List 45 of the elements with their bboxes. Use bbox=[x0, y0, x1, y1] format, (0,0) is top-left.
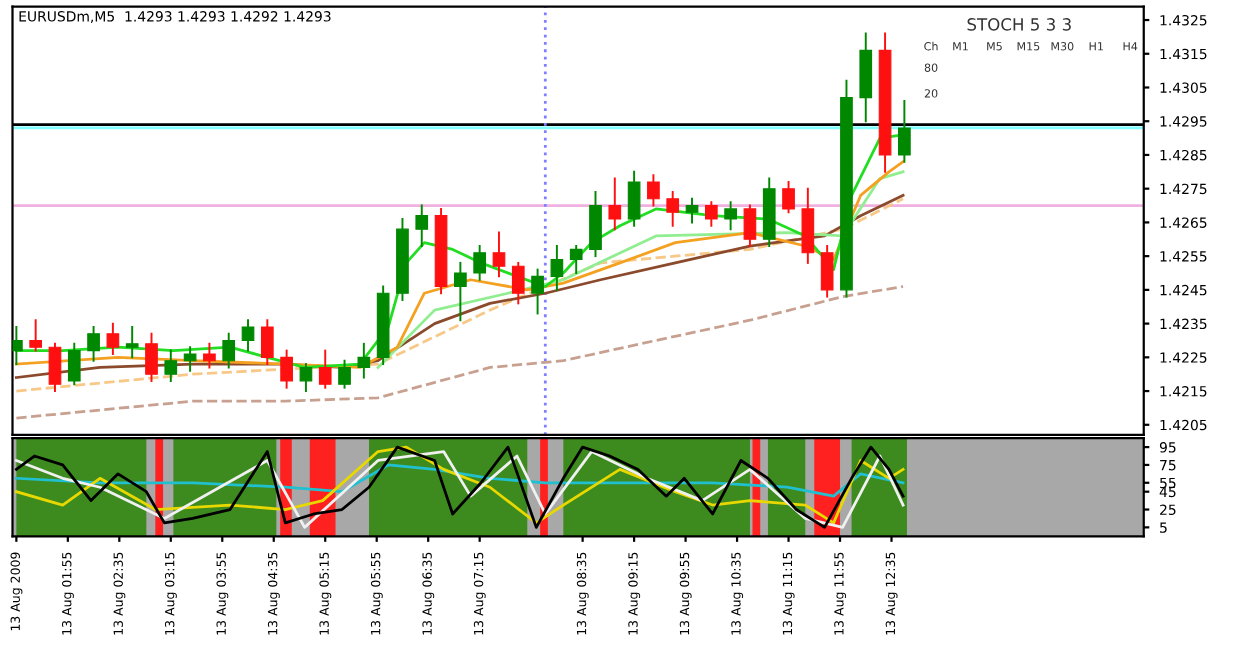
candlestick bbox=[473, 245, 487, 281]
candlestick bbox=[724, 201, 737, 231]
candlestick bbox=[627, 170, 641, 227]
candlestick bbox=[106, 322, 120, 355]
candlestick bbox=[608, 177, 622, 231]
candlestick bbox=[338, 359, 351, 389]
candlestick bbox=[260, 319, 274, 366]
candlestick bbox=[125, 326, 139, 359]
candlestick bbox=[415, 204, 429, 247]
line-series bbox=[14, 463, 905, 498]
candlestick bbox=[454, 261, 467, 322]
candlestick bbox=[666, 191, 680, 227]
candlestick bbox=[704, 201, 718, 227]
candlestick bbox=[685, 197, 699, 224]
candlestick bbox=[743, 204, 757, 247]
candlestick bbox=[299, 363, 313, 393]
candlestick bbox=[12, 326, 23, 366]
line-series bbox=[14, 285, 905, 420]
candlestick bbox=[550, 245, 564, 291]
candlestick bbox=[87, 326, 100, 362]
candlestick bbox=[511, 261, 525, 305]
candlestick bbox=[145, 332, 158, 382]
candlestick bbox=[569, 245, 583, 274]
line-series bbox=[376, 170, 905, 369]
candlestick bbox=[318, 349, 332, 389]
candlestick bbox=[859, 32, 873, 123]
candlestick bbox=[164, 349, 178, 382]
candlestick bbox=[820, 245, 834, 298]
candlestick bbox=[589, 191, 602, 258]
candlestick bbox=[203, 342, 216, 369]
candlestick bbox=[801, 187, 815, 264]
candlestick bbox=[67, 342, 81, 386]
candlestick bbox=[48, 342, 62, 393]
candlestick bbox=[222, 332, 236, 369]
candlestick bbox=[357, 342, 371, 379]
candlestick bbox=[647, 174, 660, 207]
candlestick bbox=[531, 268, 544, 315]
candlestick bbox=[183, 346, 197, 372]
candlestick bbox=[29, 319, 43, 352]
candlestick bbox=[492, 231, 506, 278]
candlestick bbox=[898, 100, 911, 163]
annotation: STOCH 5 3 3 bbox=[967, 18, 1071, 31]
candlestick bbox=[241, 319, 255, 352]
candlestick bbox=[782, 180, 795, 214]
candlestick bbox=[280, 349, 293, 389]
